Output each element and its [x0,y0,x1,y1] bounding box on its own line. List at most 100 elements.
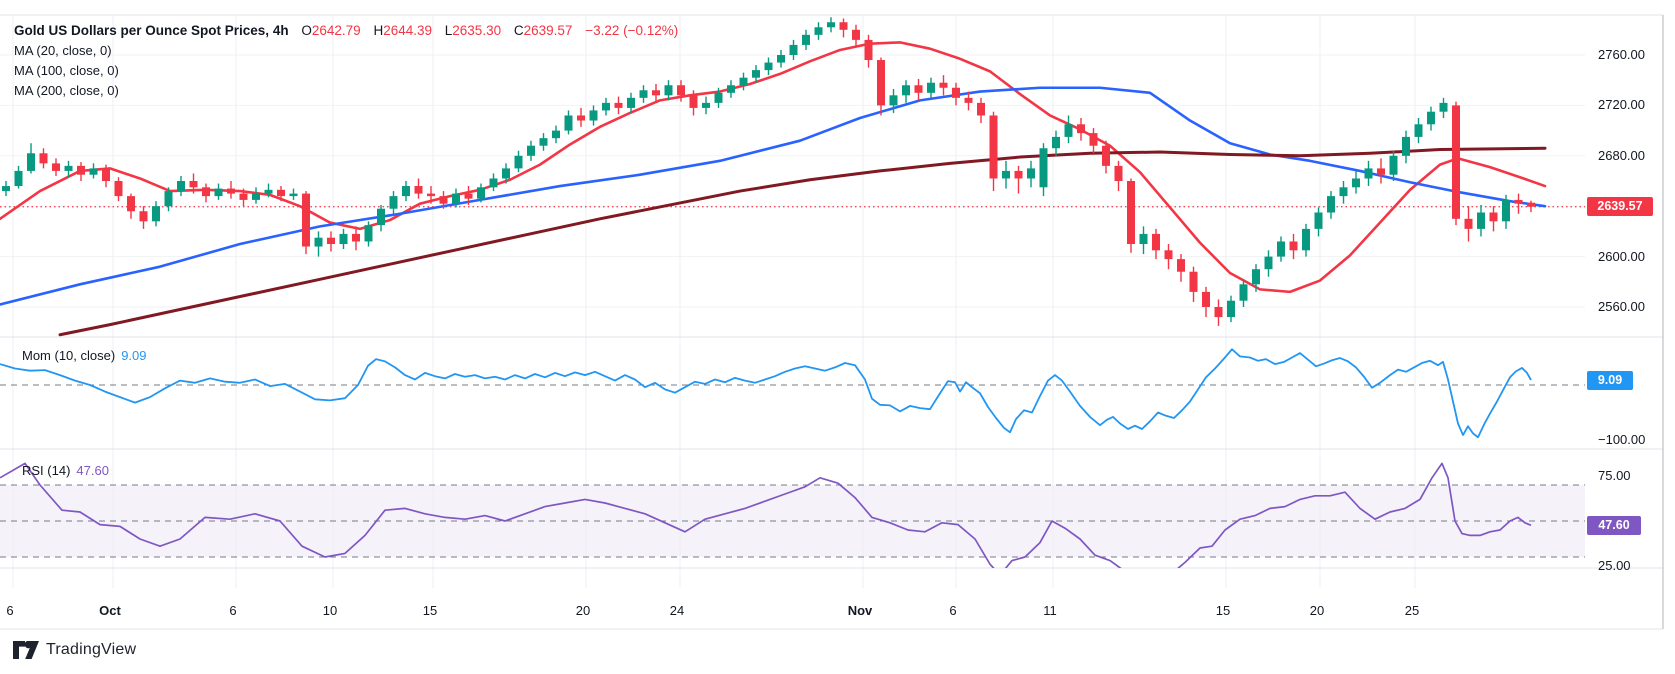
candle-body [2,186,10,192]
candle-body [864,39,873,61]
candle-body [1439,102,1448,112]
candle-body [939,82,948,88]
candle-body [802,34,810,45]
candle-body [27,153,35,171]
candle-body [1202,291,1210,307]
candle-body [1227,300,1235,318]
candle-body [1502,199,1510,222]
ma-line-20 [0,41,1547,294]
candle-body [714,92,723,103]
candle-body [927,82,935,93]
candle-body [102,168,110,181]
candle-body [739,77,748,86]
candle-body [1077,124,1085,134]
candle-body [989,115,998,179]
candle-body [652,90,660,96]
candle-body [889,95,898,106]
candle-body [414,186,423,194]
candle-body [302,193,310,247]
candle-body [214,188,223,197]
candle-body [1114,165,1123,181]
candle-body [1414,124,1423,137]
candle-body [264,189,273,194]
candle-body [52,163,60,171]
candle-body [427,193,435,197]
candle-body [452,193,460,204]
candle-body [689,95,698,108]
candle-body [952,87,960,98]
candle-body [664,85,673,96]
candle-body [114,181,123,197]
candle-body [977,102,985,116]
candle-body [1514,199,1523,204]
candle-body [164,191,173,207]
candle-body [777,55,785,63]
candle-body [64,165,73,171]
candle-body [239,193,248,200]
candle-body [1239,284,1248,301]
candle-body [227,188,235,194]
candle-body [1289,241,1298,251]
candle-body [402,186,410,197]
candle-body [752,70,760,78]
candle-body [702,102,710,108]
candle-body [852,29,860,40]
rsi-line [0,462,1532,568]
candle-body [1102,145,1110,166]
candle-body [902,85,910,96]
candles-layer [2,17,1535,326]
candle-body [489,178,498,188]
candle-body [789,44,798,55]
candle-body [1402,136,1410,156]
candle-body [1089,133,1098,146]
candle-body [1052,136,1060,149]
candle-body [1264,256,1273,270]
candle-body [277,189,285,197]
candle-body [89,168,98,175]
candle-body [377,208,385,226]
candle-body [202,187,210,197]
candle-body [327,237,335,244]
candle-body [1252,269,1260,285]
candle-body [189,181,198,188]
candle-body [364,225,373,242]
candle-body [839,22,848,30]
candle-body [589,110,598,121]
candle-body [514,155,523,169]
candle-body [1002,170,1010,179]
candle-body [502,168,510,179]
ma-line-200 [58,146,1547,337]
candle-body [1014,170,1023,179]
candle-body [877,60,885,106]
candle-body [1464,218,1473,229]
candle-body [314,237,323,247]
momentum-line [0,348,1532,439]
candle-body [77,165,85,175]
candle-body [539,138,548,146]
candle-body [1139,233,1148,244]
candle-body [1214,307,1223,318]
candle-body [614,102,623,108]
candle-body [439,196,448,204]
candle-body [1027,168,1035,179]
candle-body [564,115,573,131]
candle-body [1327,196,1335,213]
candle-body [677,85,685,96]
tradingview-logo[interactable]: TradingView [13,641,136,659]
candle-body [1377,168,1385,175]
candle-body [1489,212,1498,222]
candle-body [464,193,473,199]
candle-body [527,145,535,156]
candle-body [1189,271,1198,292]
tradingview-logo-text: TradingView [46,641,137,658]
ma-line-100 [0,86,1547,306]
candle-body [577,115,585,121]
candle-body [1477,212,1485,229]
candle-body [914,85,923,93]
candle-body [127,196,135,212]
candle-body [627,97,635,108]
candle-body [1339,187,1348,197]
candle-body [152,206,160,222]
